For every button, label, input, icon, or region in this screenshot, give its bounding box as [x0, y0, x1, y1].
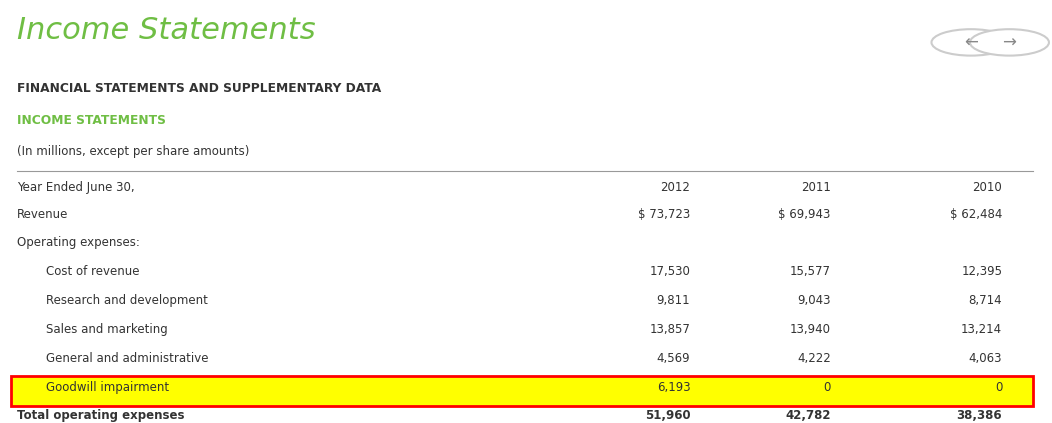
Text: Revenue: Revenue — [17, 208, 68, 220]
Circle shape — [970, 29, 1049, 55]
Text: $ 69,943: $ 69,943 — [778, 208, 831, 220]
Text: 12,395: 12,395 — [962, 265, 1003, 278]
Text: 13,857: 13,857 — [649, 323, 690, 336]
Text: Year Ended June 30,: Year Ended June 30, — [17, 181, 135, 195]
Text: INCOME STATEMENTS: INCOME STATEMENTS — [17, 114, 165, 126]
Text: 38,386: 38,386 — [956, 409, 1003, 423]
Text: →: → — [1003, 33, 1016, 52]
Text: 4,063: 4,063 — [969, 352, 1003, 365]
Text: Operating expenses:: Operating expenses: — [17, 236, 140, 250]
Text: FINANCIAL STATEMENTS AND SUPPLEMENTARY DATA: FINANCIAL STATEMENTS AND SUPPLEMENTARY D… — [17, 82, 381, 95]
Text: 0: 0 — [995, 381, 1003, 394]
Text: (In millions, except per share amounts): (In millions, except per share amounts) — [17, 145, 249, 158]
Text: 9,043: 9,043 — [797, 294, 831, 307]
Text: 13,940: 13,940 — [790, 323, 831, 336]
Text: Sales and marketing: Sales and marketing — [45, 323, 167, 336]
Text: $ 62,484: $ 62,484 — [950, 208, 1003, 220]
Text: Income Statements: Income Statements — [17, 16, 316, 45]
Text: 2011: 2011 — [801, 181, 831, 195]
FancyBboxPatch shape — [12, 376, 1033, 406]
Text: 6,193: 6,193 — [656, 381, 690, 394]
Circle shape — [931, 29, 1011, 55]
Text: 8,714: 8,714 — [969, 294, 1003, 307]
Text: Research and development: Research and development — [45, 294, 207, 307]
Text: 13,214: 13,214 — [962, 323, 1003, 336]
Text: 17,530: 17,530 — [649, 265, 690, 278]
Text: $ 73,723: $ 73,723 — [639, 208, 690, 220]
Text: General and administrative: General and administrative — [45, 352, 208, 365]
Text: 42,782: 42,782 — [785, 409, 831, 423]
Text: 2010: 2010 — [972, 181, 1003, 195]
Text: 2012: 2012 — [661, 181, 690, 195]
Text: 51,960: 51,960 — [645, 409, 690, 423]
Text: Total operating expenses: Total operating expenses — [17, 409, 184, 423]
Text: Goodwill impairment: Goodwill impairment — [45, 381, 169, 394]
Text: ←: ← — [964, 33, 978, 52]
Text: 4,569: 4,569 — [656, 352, 690, 365]
Text: 9,811: 9,811 — [656, 294, 690, 307]
Text: 15,577: 15,577 — [790, 265, 831, 278]
Text: 4,222: 4,222 — [797, 352, 831, 365]
Text: Cost of revenue: Cost of revenue — [45, 265, 139, 278]
Text: 0: 0 — [824, 381, 831, 394]
